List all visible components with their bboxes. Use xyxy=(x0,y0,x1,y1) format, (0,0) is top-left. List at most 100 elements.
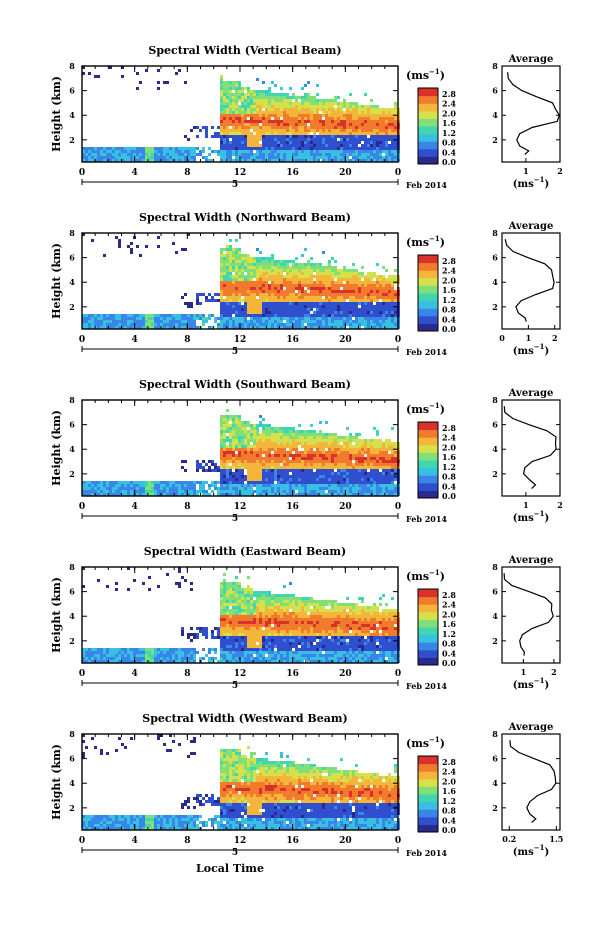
heatmap-cell xyxy=(256,123,259,126)
heatmap-cell xyxy=(229,281,232,284)
heatmap-cell xyxy=(247,120,250,123)
heatmap-cell xyxy=(262,141,265,144)
heatmap-cell xyxy=(250,123,253,126)
heatmap-cell xyxy=(193,126,196,129)
heatmap-cell xyxy=(280,302,283,305)
heatmap-cell xyxy=(349,287,352,290)
heatmap-cell xyxy=(367,284,370,287)
heatmap-cell xyxy=(370,460,373,463)
heatmap-cell xyxy=(241,311,244,314)
heatmap-cell xyxy=(205,320,208,323)
heatmap-cell xyxy=(352,141,355,144)
heatmap-cell xyxy=(355,284,358,287)
heatmap-cell xyxy=(244,305,247,308)
heatmap-cell xyxy=(235,296,238,299)
heatmap-cell xyxy=(181,487,184,490)
heatmap-cell xyxy=(226,147,229,150)
heatmap-cell xyxy=(391,466,394,469)
heatmap-cell xyxy=(340,317,343,320)
heatmap-cell xyxy=(277,305,280,308)
heatmap-cell xyxy=(268,260,271,263)
heatmap-cell xyxy=(367,320,370,323)
heatmap-cell xyxy=(277,430,280,433)
heatmap-cell xyxy=(199,314,202,317)
heatmap-cell xyxy=(274,156,277,159)
heatmap-cell xyxy=(337,454,340,457)
heatmap-cell xyxy=(256,463,259,466)
heatmap-cell xyxy=(316,147,319,150)
heatmap-cell xyxy=(298,484,301,487)
heatmap-cell xyxy=(355,111,358,114)
heatmap-cell xyxy=(190,150,193,153)
heatmap-cell xyxy=(295,430,298,433)
heatmap-cell xyxy=(286,475,289,478)
heatmap-cell xyxy=(202,126,205,129)
heatmap-cell xyxy=(223,266,226,269)
heatmap-cell xyxy=(355,311,358,314)
heatmap-cell xyxy=(217,487,220,490)
heatmap-cell xyxy=(376,448,379,451)
heatmap-cell xyxy=(283,156,286,159)
heatmap-cell xyxy=(223,490,226,493)
heatmap-cell xyxy=(211,484,214,487)
y-tick-label: 6 xyxy=(69,86,75,96)
heatmap-cell xyxy=(91,150,94,153)
heatmap-cell xyxy=(229,433,232,436)
x-tick-label: 20 xyxy=(339,502,352,512)
heatmap-cell xyxy=(232,93,235,96)
heatmap-cell xyxy=(346,269,349,272)
heatmap-cell xyxy=(364,293,367,296)
heatmap-cell xyxy=(334,448,337,451)
heatmap-cell xyxy=(244,105,247,108)
heatmap-cell xyxy=(334,293,337,296)
heatmap-cell xyxy=(292,445,295,448)
heatmap-cell xyxy=(247,90,250,93)
heatmap-cell xyxy=(211,135,214,138)
heatmap-cell xyxy=(250,111,253,114)
heatmap-cell xyxy=(142,326,145,329)
heatmap-cell xyxy=(127,245,130,248)
heatmap-cell xyxy=(244,484,247,487)
heatmap-cell xyxy=(256,260,259,263)
heatmap-cell xyxy=(271,445,274,448)
heatmap-cell xyxy=(310,448,313,451)
heatmap-cell xyxy=(235,117,238,120)
heatmap-cell xyxy=(352,475,355,478)
heatmap-cell xyxy=(238,135,241,138)
heatmap-cell xyxy=(235,293,238,296)
heatmap-cell xyxy=(235,284,238,287)
heatmap-cell xyxy=(313,305,316,308)
heatmap-cell xyxy=(235,153,238,156)
heatmap-cell xyxy=(313,129,316,132)
heatmap-cell xyxy=(343,451,346,454)
heatmap-cell xyxy=(382,469,385,472)
heatmap-cell xyxy=(238,314,241,317)
heatmap-cell xyxy=(226,314,229,317)
heatmap-cell xyxy=(334,99,337,102)
heatmap-cell xyxy=(280,272,283,275)
heatmap-cell xyxy=(223,114,226,117)
heatmap-cell xyxy=(235,90,238,93)
heatmap-cell xyxy=(355,487,358,490)
heatmap-cell xyxy=(247,448,250,451)
heatmap-cell xyxy=(331,463,334,466)
heatmap-cell xyxy=(136,314,139,317)
heatmap-cell xyxy=(247,424,250,427)
heatmap-cell xyxy=(361,302,364,305)
heatmap-cell xyxy=(304,105,307,108)
heatmap-cell xyxy=(310,317,313,320)
heatmap-cell xyxy=(337,108,340,111)
heatmap-cell xyxy=(361,317,364,320)
heatmap-cell xyxy=(220,251,223,254)
heatmap-cell xyxy=(394,129,397,132)
heatmap-cell xyxy=(376,487,379,490)
heatmap-cell xyxy=(238,150,241,153)
heatmap-cell xyxy=(283,433,286,436)
heatmap-cell xyxy=(346,159,349,162)
heatmap-cell xyxy=(289,305,292,308)
heatmap-cell xyxy=(184,487,187,490)
heatmap-cell xyxy=(346,454,349,457)
heatmap-cell xyxy=(295,454,298,457)
heatmap-cell xyxy=(253,96,256,99)
heatmap-cell xyxy=(331,147,334,150)
